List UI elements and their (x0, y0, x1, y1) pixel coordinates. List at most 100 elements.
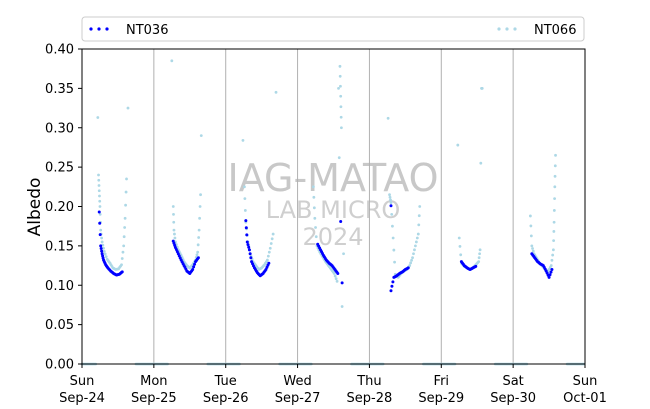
point-nt066 (550, 258, 554, 262)
point-nt066 (552, 230, 556, 233)
point-nt036 (120, 270, 124, 274)
point-nt066 (531, 249, 535, 253)
point-nt066 (552, 209, 556, 212)
point-nt066 (339, 84, 342, 88)
point-nt036 (336, 271, 340, 275)
point-nt066 (553, 197, 556, 201)
point-nt066 (121, 250, 125, 254)
point-nt066 (477, 260, 481, 264)
point-nt036 (550, 268, 554, 271)
point-nt066 (312, 206, 316, 210)
point-nt036 (98, 233, 102, 237)
point-nt066 (265, 258, 269, 262)
point-nt066 (332, 272, 336, 275)
point-nt066 (242, 185, 246, 189)
x-tick-label-date: Sep-26 (203, 391, 249, 406)
point-nt066 (104, 255, 108, 259)
point-nt036 (339, 219, 343, 223)
point-nt036 (249, 256, 253, 260)
point-nt066 (531, 247, 534, 250)
point-nt066 (339, 94, 343, 98)
point-nt066 (312, 195, 316, 199)
point-nt066 (197, 236, 201, 239)
point-nt066 (408, 264, 412, 267)
point-nt036 (340, 281, 344, 285)
point-nt066 (243, 209, 247, 212)
point-nt066 (97, 178, 101, 182)
x-tick-label-date: Oct-01 (563, 391, 607, 406)
x-tick-label-weekday: Tue (214, 374, 237, 389)
point-nt066 (120, 263, 123, 267)
point-nt066 (480, 86, 484, 90)
point-nt066 (171, 205, 175, 208)
point-nt066 (120, 257, 124, 260)
point-nt066 (339, 105, 343, 109)
point-nt036 (97, 210, 101, 214)
point-nt066 (478, 248, 482, 252)
point-nt036 (192, 265, 196, 269)
point-nt066 (389, 201, 393, 204)
point-nt066 (98, 194, 101, 198)
x-tick-label-date: Sep-29 (418, 391, 464, 406)
y-tick-label: 0.20 (45, 200, 74, 215)
point-nt066 (173, 236, 177, 240)
point-nt066 (412, 252, 415, 256)
point-nt066 (266, 254, 270, 258)
point-nt036 (406, 266, 410, 270)
point-nt036 (547, 275, 551, 279)
legend-marker-nt066 (497, 27, 517, 31)
point-nt036 (390, 284, 394, 288)
watermark: IAG-MATAO LAB MICRO 2024 (227, 156, 438, 251)
point-nt066 (243, 197, 247, 201)
legend-marker-nt036 (89, 27, 109, 31)
point-nt036 (391, 280, 395, 284)
point-nt036 (247, 245, 251, 249)
point-nt066 (338, 64, 342, 68)
point-nt066 (96, 116, 100, 119)
point-nt066 (98, 205, 102, 208)
y-tick-label: 0.00 (45, 358, 74, 373)
point-nt066 (334, 277, 338, 281)
point-nt066 (335, 279, 339, 283)
point-nt066 (126, 106, 130, 110)
point-nt066 (333, 274, 337, 278)
point-nt036 (246, 243, 250, 247)
y-tick-label: 0.40 (45, 43, 74, 58)
point-nt066 (313, 216, 317, 220)
x-tick-label-weekday: Fri (434, 374, 450, 389)
point-nt066 (552, 220, 556, 224)
watermark-line-1: IAG-MATAO (227, 156, 438, 200)
point-nt066 (553, 185, 557, 189)
point-nt066 (393, 260, 396, 264)
y-tick-label: 0.25 (45, 161, 74, 176)
point-nt066 (123, 216, 127, 220)
point-nt066 (269, 242, 273, 245)
x-tick-label-weekday: Thu (356, 374, 381, 389)
point-nt066 (241, 138, 245, 142)
x-tick-label-weekday: Wed (283, 374, 311, 389)
point-nt066 (553, 174, 557, 178)
point-nt066 (274, 90, 278, 94)
x-tick-label-date: Sep-30 (490, 391, 536, 406)
point-nt036 (245, 240, 249, 244)
point-nt066 (529, 234, 533, 238)
point-nt066 (268, 246, 272, 250)
point-nt036 (98, 221, 102, 225)
point-nt066 (97, 173, 100, 177)
point-nt066 (415, 236, 419, 240)
point-nt066 (198, 216, 202, 220)
point-nt066 (314, 235, 318, 239)
point-nt066 (103, 252, 107, 256)
y-axis-ticks: 0.00 0.05 0.10 0.15 0.20 0.25 0.30 0.35 0.40 (45, 43, 82, 373)
point-nt066 (97, 189, 101, 193)
point-nt066 (477, 256, 481, 260)
point-nt066 (124, 203, 127, 207)
point-nt066 (340, 126, 343, 130)
point-nt066 (414, 244, 417, 248)
point-nt066 (391, 224, 394, 228)
point-nt066 (170, 59, 174, 63)
point-nt066 (314, 226, 317, 229)
x-tick-label-date: Sep-24 (59, 391, 105, 406)
point-nt066 (342, 252, 345, 256)
point-nt066 (340, 305, 344, 308)
